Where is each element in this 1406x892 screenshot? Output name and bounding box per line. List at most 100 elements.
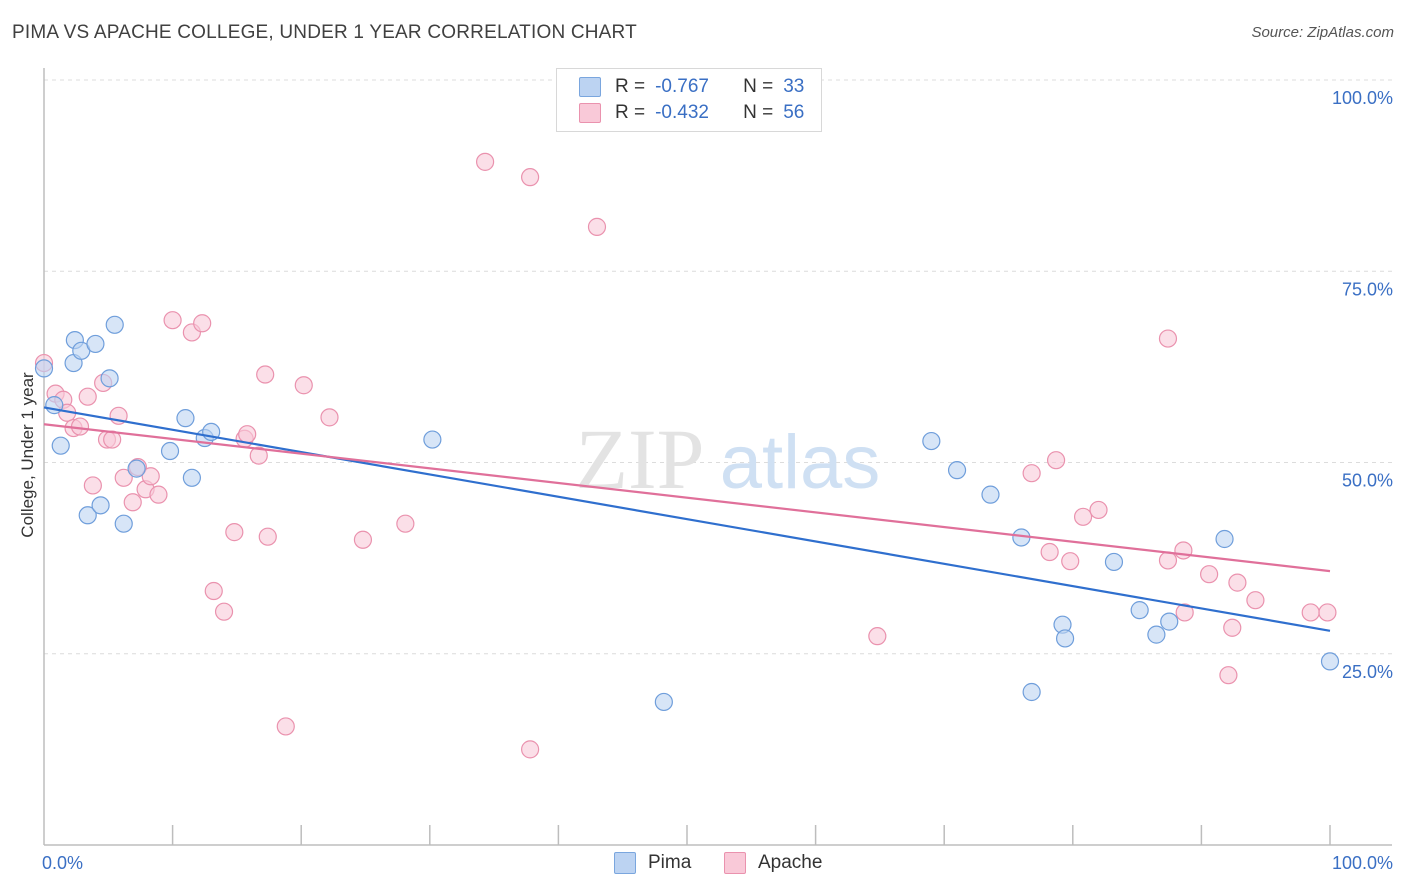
legend-item-pima: Pima: [614, 852, 691, 874]
gridlines: [44, 79, 1392, 655]
apache-point: [238, 425, 257, 444]
pima-point: [1055, 629, 1075, 648]
apache-point: [1200, 565, 1219, 584]
tick-labels: 100.0% 75.0% 50.0% 25.0% 0.0% 100.0%: [42, 88, 1393, 873]
y-tick-label: 25.0%: [1342, 662, 1393, 682]
apache-point: [320, 408, 339, 427]
apache-point: [249, 446, 268, 465]
apache-point: [70, 417, 90, 436]
pima-legend-label: Pima: [648, 852, 692, 873]
pima-point: [86, 334, 105, 354]
apache-point: [294, 376, 313, 395]
pima-point: [100, 369, 119, 388]
apache-point: [204, 581, 223, 601]
apache-point: [521, 168, 540, 187]
pima-point: [922, 431, 941, 451]
apache-point: [141, 467, 160, 486]
apache-point: [78, 387, 97, 406]
pima-point: [105, 315, 124, 334]
pima-point: [78, 506, 97, 525]
pima-swatch: [579, 77, 601, 97]
apache-point: [1061, 552, 1080, 571]
apache-point: [149, 485, 168, 504]
apache-point: [1301, 603, 1320, 622]
pima-point: [114, 514, 133, 533]
pima-point: [1022, 682, 1041, 702]
apache-point: [1040, 542, 1059, 562]
pima-point: [423, 430, 442, 449]
apache-point: [1174, 541, 1193, 560]
apache-point: [1073, 507, 1093, 526]
apache-point: [587, 217, 607, 236]
apache-swatch: [579, 103, 601, 123]
apache-legend-swatch: [724, 852, 746, 874]
legend-row-apache: R = -0.432 N = 56: [579, 101, 804, 125]
apache-point: [868, 627, 887, 646]
apache-legend-label: Apache: [758, 852, 823, 873]
pima-legend-swatch: [614, 852, 636, 874]
r-label: R =: [615, 102, 646, 123]
apache-point: [1219, 666, 1238, 685]
apache-point: [258, 527, 277, 546]
pima-point: [160, 441, 180, 461]
apache-point: [114, 468, 133, 487]
pima-point: [1215, 529, 1234, 549]
pima-trend-line: [43, 406, 1331, 632]
apache-point: [193, 314, 212, 333]
r-value: -0.432: [655, 102, 709, 123]
pima-point: [91, 496, 110, 515]
n-label: N =: [743, 76, 774, 97]
apache-point: [163, 311, 182, 330]
apache-point: [1228, 573, 1247, 592]
apache-point: [1158, 329, 1178, 348]
data-points: [34, 152, 1340, 759]
y-tick-label: 100.0%: [1332, 88, 1393, 108]
pima-point: [947, 461, 967, 480]
apache-point: [1223, 618, 1242, 637]
r-label: R =: [615, 76, 646, 97]
apache-point: [256, 365, 275, 384]
source-credit: Source: ZipAtlas.com: [1251, 24, 1394, 41]
watermark: ZIP atlas: [576, 411, 881, 507]
apache-point: [214, 602, 234, 621]
apache-point: [1318, 603, 1337, 622]
correlation-legend: R = -0.767 N = 33 R = -0.432 N = 56: [556, 68, 822, 132]
n-label: N =: [743, 102, 774, 123]
pima-point: [654, 692, 673, 712]
pima-point: [182, 468, 201, 487]
apache-point: [123, 493, 142, 512]
apache-point: [1046, 451, 1066, 470]
apache-point: [1246, 591, 1265, 610]
watermark-atlas: atlas: [720, 420, 881, 505]
apache-point: [225, 523, 244, 542]
apache-point: [1158, 551, 1178, 570]
pima-point: [981, 485, 1000, 504]
apache-point: [353, 530, 373, 549]
apache-point: [1089, 500, 1108, 520]
pima-point: [1160, 612, 1179, 631]
n-value: 33: [783, 76, 805, 97]
pima-point: [127, 459, 146, 478]
axes: [43, 68, 1392, 846]
x-tick-label-max: 100.0%: [1332, 853, 1393, 873]
apache-point: [1022, 464, 1041, 483]
chart-title: PIMA VS APACHE COLLEGE, UNDER 1 YEAR COR…: [12, 22, 637, 43]
apache-trend-line: [43, 423, 1331, 573]
pima-point: [176, 409, 195, 428]
apache-point: [1175, 603, 1194, 622]
legend-item-apache: Apache: [724, 852, 822, 874]
apache-point: [396, 514, 415, 533]
apache-point: [83, 476, 102, 495]
n-value: 56: [783, 102, 805, 123]
pima-point: [34, 359, 54, 378]
pima-point: [1130, 601, 1149, 620]
watermark-zip: ZIP: [576, 411, 705, 507]
pima-point: [51, 436, 70, 455]
pima-point: [1104, 552, 1124, 572]
pima-point: [1320, 652, 1340, 671]
pima-point: [1147, 625, 1166, 644]
x-tick-label-min: 0.0%: [42, 853, 83, 873]
legend-row-pima: R = -0.767 N = 33: [579, 75, 804, 99]
y-tick-label: 75.0%: [1342, 279, 1393, 299]
r-value: -0.767: [655, 76, 709, 97]
